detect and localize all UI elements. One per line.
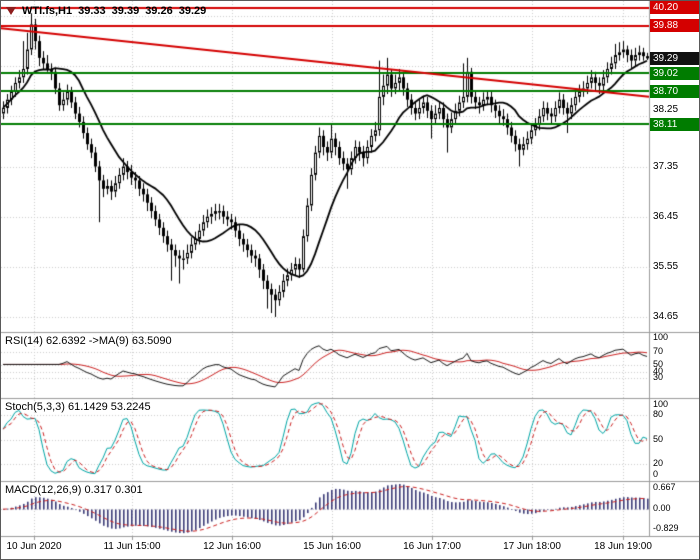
price-axis-label: 37.35 bbox=[653, 160, 679, 172]
time-axis-label: 18 Jun 19:00 bbox=[594, 541, 652, 552]
stochastic-indicator-label: Stoch(5,3,3) 61.1429 53.2245 bbox=[5, 401, 151, 413]
rsi-axis-label: 30 bbox=[653, 372, 664, 383]
time-axis[interactable]: 10 Jun 2020 11 Jun 15:00 12 Jun 16:00 15 Ju… bbox=[1, 537, 699, 559]
chart-header: WTI.fs,H1 39.33 39.39 39.26 39.29 bbox=[6, 5, 206, 17]
header-high-value: 39.39 bbox=[111, 5, 140, 17]
time-axis-label: 16 Jun 17:00 bbox=[403, 541, 461, 552]
macd-indicator-label: MACD(12,26,9) 0.317 0.301 bbox=[5, 484, 143, 496]
time-axis-label: 10 Jun 2020 bbox=[6, 541, 62, 552]
stoch-axis-label: 20 bbox=[653, 458, 664, 469]
header-low-value: 39.26 bbox=[145, 5, 173, 17]
current-price-badge: 39.29 bbox=[650, 51, 699, 65]
stoch-axis-label: 100 bbox=[653, 399, 669, 409]
time-axis-label: 11 Jun 15:00 bbox=[103, 541, 161, 552]
stoch-axis-label: 50 bbox=[653, 433, 664, 444]
price-axis-label: 35.55 bbox=[653, 260, 679, 272]
time-axis-label: 12 Jun 16:00 bbox=[203, 541, 261, 552]
price-axis-label: 36.45 bbox=[653, 210, 679, 222]
macd-axis-label: -0.829 bbox=[653, 523, 679, 533]
time-axis-label: 15 Jun 16:00 bbox=[303, 541, 361, 552]
header-close-value: 39.29 bbox=[178, 5, 207, 17]
rsi-axis-label: 40 bbox=[653, 365, 664, 376]
header-open-value: 39.33 bbox=[78, 5, 106, 17]
symbol-marker-icon bbox=[6, 7, 16, 15]
stoch-axis-label: 80 bbox=[653, 408, 664, 419]
rsi-axis-label: 50 bbox=[653, 359, 664, 369]
symbol-period-label: WTI.fs,H1 bbox=[22, 5, 73, 17]
macd-axis-label: 0.00 bbox=[653, 503, 671, 513]
rsi-indicator-label: RSI(14) 62.6392 ->MA(9) 63.5090 bbox=[5, 335, 172, 347]
support-level-badge: 38.11 bbox=[650, 117, 699, 131]
time-axis-label: 17 Jun 18:00 bbox=[503, 541, 561, 552]
macd-axis-label: 0.667 bbox=[653, 482, 676, 492]
resistance-level-badge: 39.88 bbox=[650, 19, 699, 33]
price-axis[interactable]: 38.25 37.35 36.45 35.55 34.65 40.20 39.88 39.29… bbox=[650, 1, 699, 536]
rsi-axis-label: 100 bbox=[653, 332, 669, 342]
price-axis-label: 38.25 bbox=[653, 104, 679, 116]
stoch-axis-label: 0 bbox=[653, 469, 659, 479]
rsi-axis-label: 70 bbox=[653, 345, 664, 356]
resistance-level-badge: 40.20 bbox=[650, 1, 699, 15]
price-axis-label: 34.65 bbox=[653, 310, 679, 322]
support-level-badge: 39.02 bbox=[650, 66, 699, 80]
support-level-badge: 38.70 bbox=[650, 84, 699, 98]
